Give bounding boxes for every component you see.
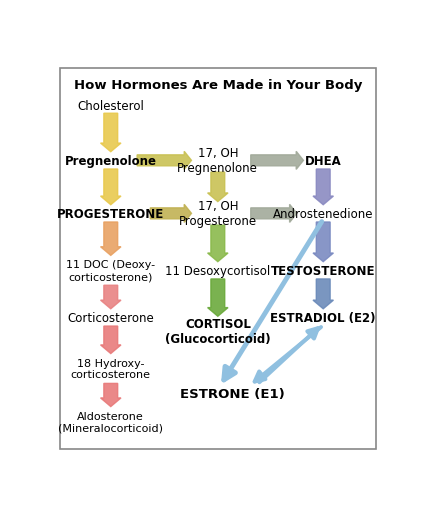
Text: PROGESTERONE: PROGESTERONE xyxy=(57,208,164,220)
FancyArrow shape xyxy=(251,152,303,170)
Text: 18 Hydroxy-
corticosterone: 18 Hydroxy- corticosterone xyxy=(71,358,151,380)
Text: Aldosterone
(Mineralocorticoid): Aldosterone (Mineralocorticoid) xyxy=(58,411,163,433)
FancyArrow shape xyxy=(150,205,191,223)
Text: Corticosterone: Corticosterone xyxy=(68,312,154,324)
Text: How Hormones Are Made in Your Body: How Hormones Are Made in Your Body xyxy=(74,79,362,92)
FancyArrow shape xyxy=(101,384,121,407)
Text: 17, OH
Progesterone: 17, OH Progesterone xyxy=(179,200,257,228)
FancyArrow shape xyxy=(101,286,121,309)
Text: DHEA: DHEA xyxy=(305,155,342,167)
FancyArrow shape xyxy=(137,152,191,170)
FancyArrow shape xyxy=(251,205,297,223)
FancyArrow shape xyxy=(207,173,228,202)
Text: Androstenedione: Androstenedione xyxy=(273,208,374,220)
Text: 17, OH
Pregnenolone: 17, OH Pregnenolone xyxy=(177,147,258,175)
FancyArrow shape xyxy=(207,279,228,317)
Text: ESTRONE (E1): ESTRONE (E1) xyxy=(180,388,285,401)
FancyArrow shape xyxy=(313,169,334,205)
Text: 11 DOC (Deoxy-
corticosterone): 11 DOC (Deoxy- corticosterone) xyxy=(66,260,155,281)
FancyArrow shape xyxy=(207,225,228,262)
Text: 11 Desoxycortisol: 11 Desoxycortisol xyxy=(165,264,270,277)
FancyArrow shape xyxy=(313,279,334,309)
FancyArrow shape xyxy=(101,222,121,256)
FancyArrow shape xyxy=(101,169,121,205)
FancyArrow shape xyxy=(101,326,121,354)
FancyArrow shape xyxy=(313,222,334,262)
Text: ESTRADIOL (E2): ESTRADIOL (E2) xyxy=(270,312,376,324)
Text: TESTOSTERONE: TESTOSTERONE xyxy=(271,264,375,277)
Text: Cholesterol: Cholesterol xyxy=(77,100,144,112)
FancyArrow shape xyxy=(101,114,121,152)
Text: Pregnenolone: Pregnenolone xyxy=(65,155,157,167)
Text: CORTISOL
(Glucocorticoid): CORTISOL (Glucocorticoid) xyxy=(165,318,271,346)
